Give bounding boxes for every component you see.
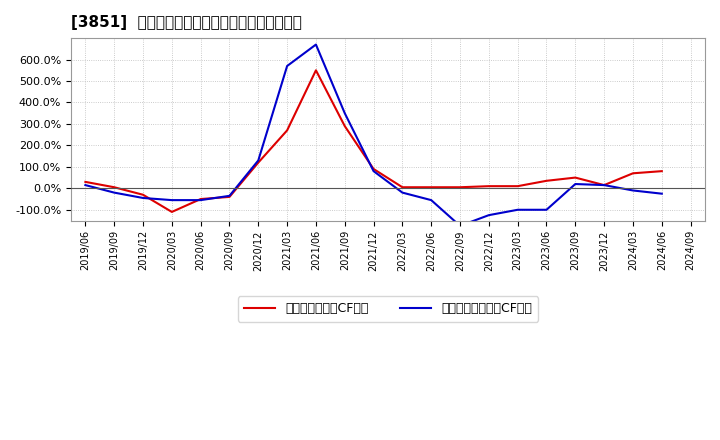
Line: 有利子負債営業CF比率: 有利子負債営業CF比率 (86, 70, 662, 212)
有利子負債営業CF比率 (600, 183, 608, 188)
有利子負債フリーCF比率 (513, 207, 522, 213)
有利子負債フリーCF比率 (427, 198, 436, 203)
有利子負債フリーCF比率 (312, 42, 320, 47)
有利子負債営業CF比率 (485, 183, 493, 189)
有利子負債営業CF比率 (139, 192, 148, 198)
有利子負債フリーCF比率 (542, 207, 551, 213)
有利子負債営業CF比率 (571, 175, 580, 180)
有利子負債フリーCF比率 (168, 198, 176, 203)
有利子負債フリーCF比率 (283, 63, 292, 69)
有利子負債営業CF比率 (427, 185, 436, 190)
有利子負債フリーCF比率 (254, 158, 263, 163)
有利子負債フリーCF比率 (225, 193, 234, 198)
有利子負債営業CF比率 (542, 178, 551, 183)
有利子負債フリーCF比率 (110, 190, 119, 195)
有利子負債営業CF比率 (341, 124, 349, 129)
有利子負債営業CF比率 (513, 183, 522, 189)
有利子負債フリーCF比率 (81, 183, 90, 188)
有利子負債営業CF比率 (110, 185, 119, 190)
有利子負債営業CF比率 (657, 169, 666, 174)
有利子負債フリーCF比率 (139, 195, 148, 201)
有利子負債営業CF比率 (81, 179, 90, 184)
有利子負債フリーCF比率 (197, 198, 205, 203)
有利子負債営業CF比率 (312, 68, 320, 73)
Line: 有利子負債フリーCF比率: 有利子負債フリーCF比率 (86, 44, 662, 226)
有利子負債フリーCF比率 (657, 191, 666, 196)
有利子負債営業CF比率 (168, 209, 176, 215)
有利子負債フリーCF比率 (341, 110, 349, 116)
有利子負債営業CF比率 (225, 194, 234, 200)
有利子負債営業CF比率 (369, 166, 378, 172)
有利子負債営業CF比率 (629, 171, 637, 176)
有利子負債フリーCF比率 (398, 190, 407, 195)
有利子負債営業CF比率 (456, 185, 464, 190)
有利子負債フリーCF比率 (629, 188, 637, 193)
有利子負債フリーCF比率 (369, 169, 378, 174)
有利子負債営業CF比率 (254, 160, 263, 165)
Legend: 有利子負債営業CF比率, 有利子負債フリーCF比率: 有利子負債営業CF比率, 有利子負債フリーCF比率 (238, 296, 539, 322)
有利子負債フリーCF比率 (456, 223, 464, 228)
Text: [3851]  有利子負債キャッシュフロー比率の推移: [3851] 有利子負債キャッシュフロー比率の推移 (71, 15, 302, 30)
有利子負債営業CF比率 (197, 196, 205, 202)
有利子負債営業CF比率 (398, 185, 407, 190)
有利子負債フリーCF比率 (485, 213, 493, 218)
有利子負債フリーCF比率 (571, 181, 580, 187)
有利子負債営業CF比率 (283, 128, 292, 133)
有利子負債フリーCF比率 (600, 183, 608, 188)
